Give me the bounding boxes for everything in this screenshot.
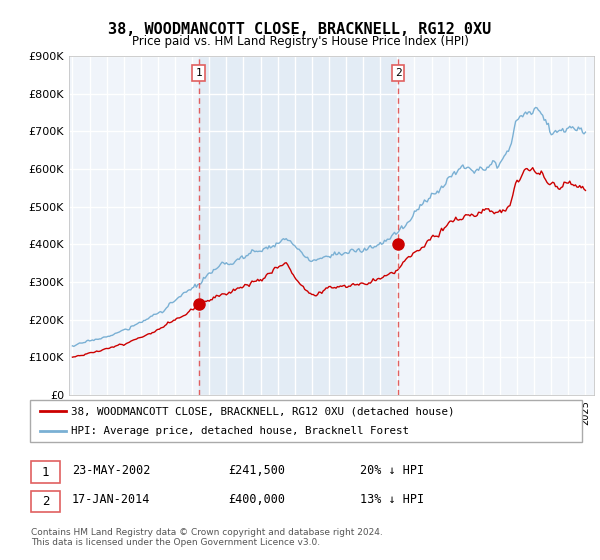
FancyBboxPatch shape (31, 461, 60, 483)
Text: HPI: Average price, detached house, Bracknell Forest: HPI: Average price, detached house, Brac… (71, 426, 409, 436)
Text: 20% ↓ HPI: 20% ↓ HPI (360, 464, 424, 477)
Text: 38, WOODMANCOTT CLOSE, BRACKNELL, RG12 0XU (detached house): 38, WOODMANCOTT CLOSE, BRACKNELL, RG12 0… (71, 407, 455, 416)
FancyBboxPatch shape (30, 400, 582, 442)
Text: 38, WOODMANCOTT CLOSE, BRACKNELL, RG12 0XU: 38, WOODMANCOTT CLOSE, BRACKNELL, RG12 0… (109, 22, 491, 38)
Text: 17-JAN-2014: 17-JAN-2014 (72, 493, 151, 506)
Text: 23-MAY-2002: 23-MAY-2002 (72, 464, 151, 477)
Text: 2: 2 (395, 68, 401, 78)
Text: 1: 1 (195, 68, 202, 78)
Text: 13% ↓ HPI: 13% ↓ HPI (360, 493, 424, 506)
Text: Price paid vs. HM Land Registry's House Price Index (HPI): Price paid vs. HM Land Registry's House … (131, 35, 469, 48)
Text: £241,500: £241,500 (228, 464, 285, 477)
Text: Contains HM Land Registry data © Crown copyright and database right 2024.
This d: Contains HM Land Registry data © Crown c… (31, 528, 383, 547)
FancyBboxPatch shape (31, 491, 60, 512)
Text: 1: 1 (42, 465, 49, 479)
Bar (199, 56, 398, 395)
Text: £400,000: £400,000 (228, 493, 285, 506)
Text: 2: 2 (42, 494, 49, 508)
